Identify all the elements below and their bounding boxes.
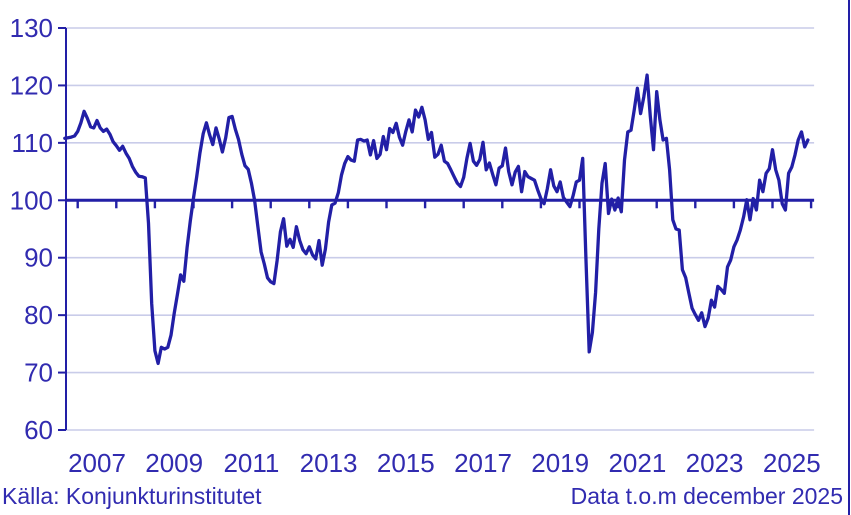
x-tick-label-2017: 2017 <box>454 448 512 478</box>
x-tick-label-2013: 2013 <box>300 448 358 478</box>
source-caption: Källa: Konjunkturinstitutet <box>2 483 262 509</box>
x-tick-label-2009: 2009 <box>145 448 203 478</box>
y-tick-label-120: 120 <box>10 70 53 100</box>
y-tick-label-90: 90 <box>24 243 53 273</box>
x-tick-label-2023: 2023 <box>686 448 744 478</box>
x-tick-label-2021: 2021 <box>608 448 666 478</box>
x-tick-label-2019: 2019 <box>531 448 589 478</box>
data-series-line <box>63 73 810 366</box>
y-tick-label-80: 80 <box>24 300 53 330</box>
y-tick-label-60: 60 <box>24 415 53 445</box>
x-tick-label-2015: 2015 <box>377 448 435 478</box>
y-tick-label-100: 100 <box>10 185 53 215</box>
x-tick-label-2025: 2025 <box>763 448 821 478</box>
y-tick-label-70: 70 <box>24 358 53 388</box>
y-tick-label-110: 110 <box>12 128 53 158</box>
data-coverage-caption: Data t.o.m december 2025 <box>570 483 843 509</box>
x-tick-label-2007: 2007 <box>68 448 126 478</box>
y-tick-label-130: 130 <box>10 13 53 43</box>
x-tick-label-2011: 2011 <box>223 448 279 478</box>
